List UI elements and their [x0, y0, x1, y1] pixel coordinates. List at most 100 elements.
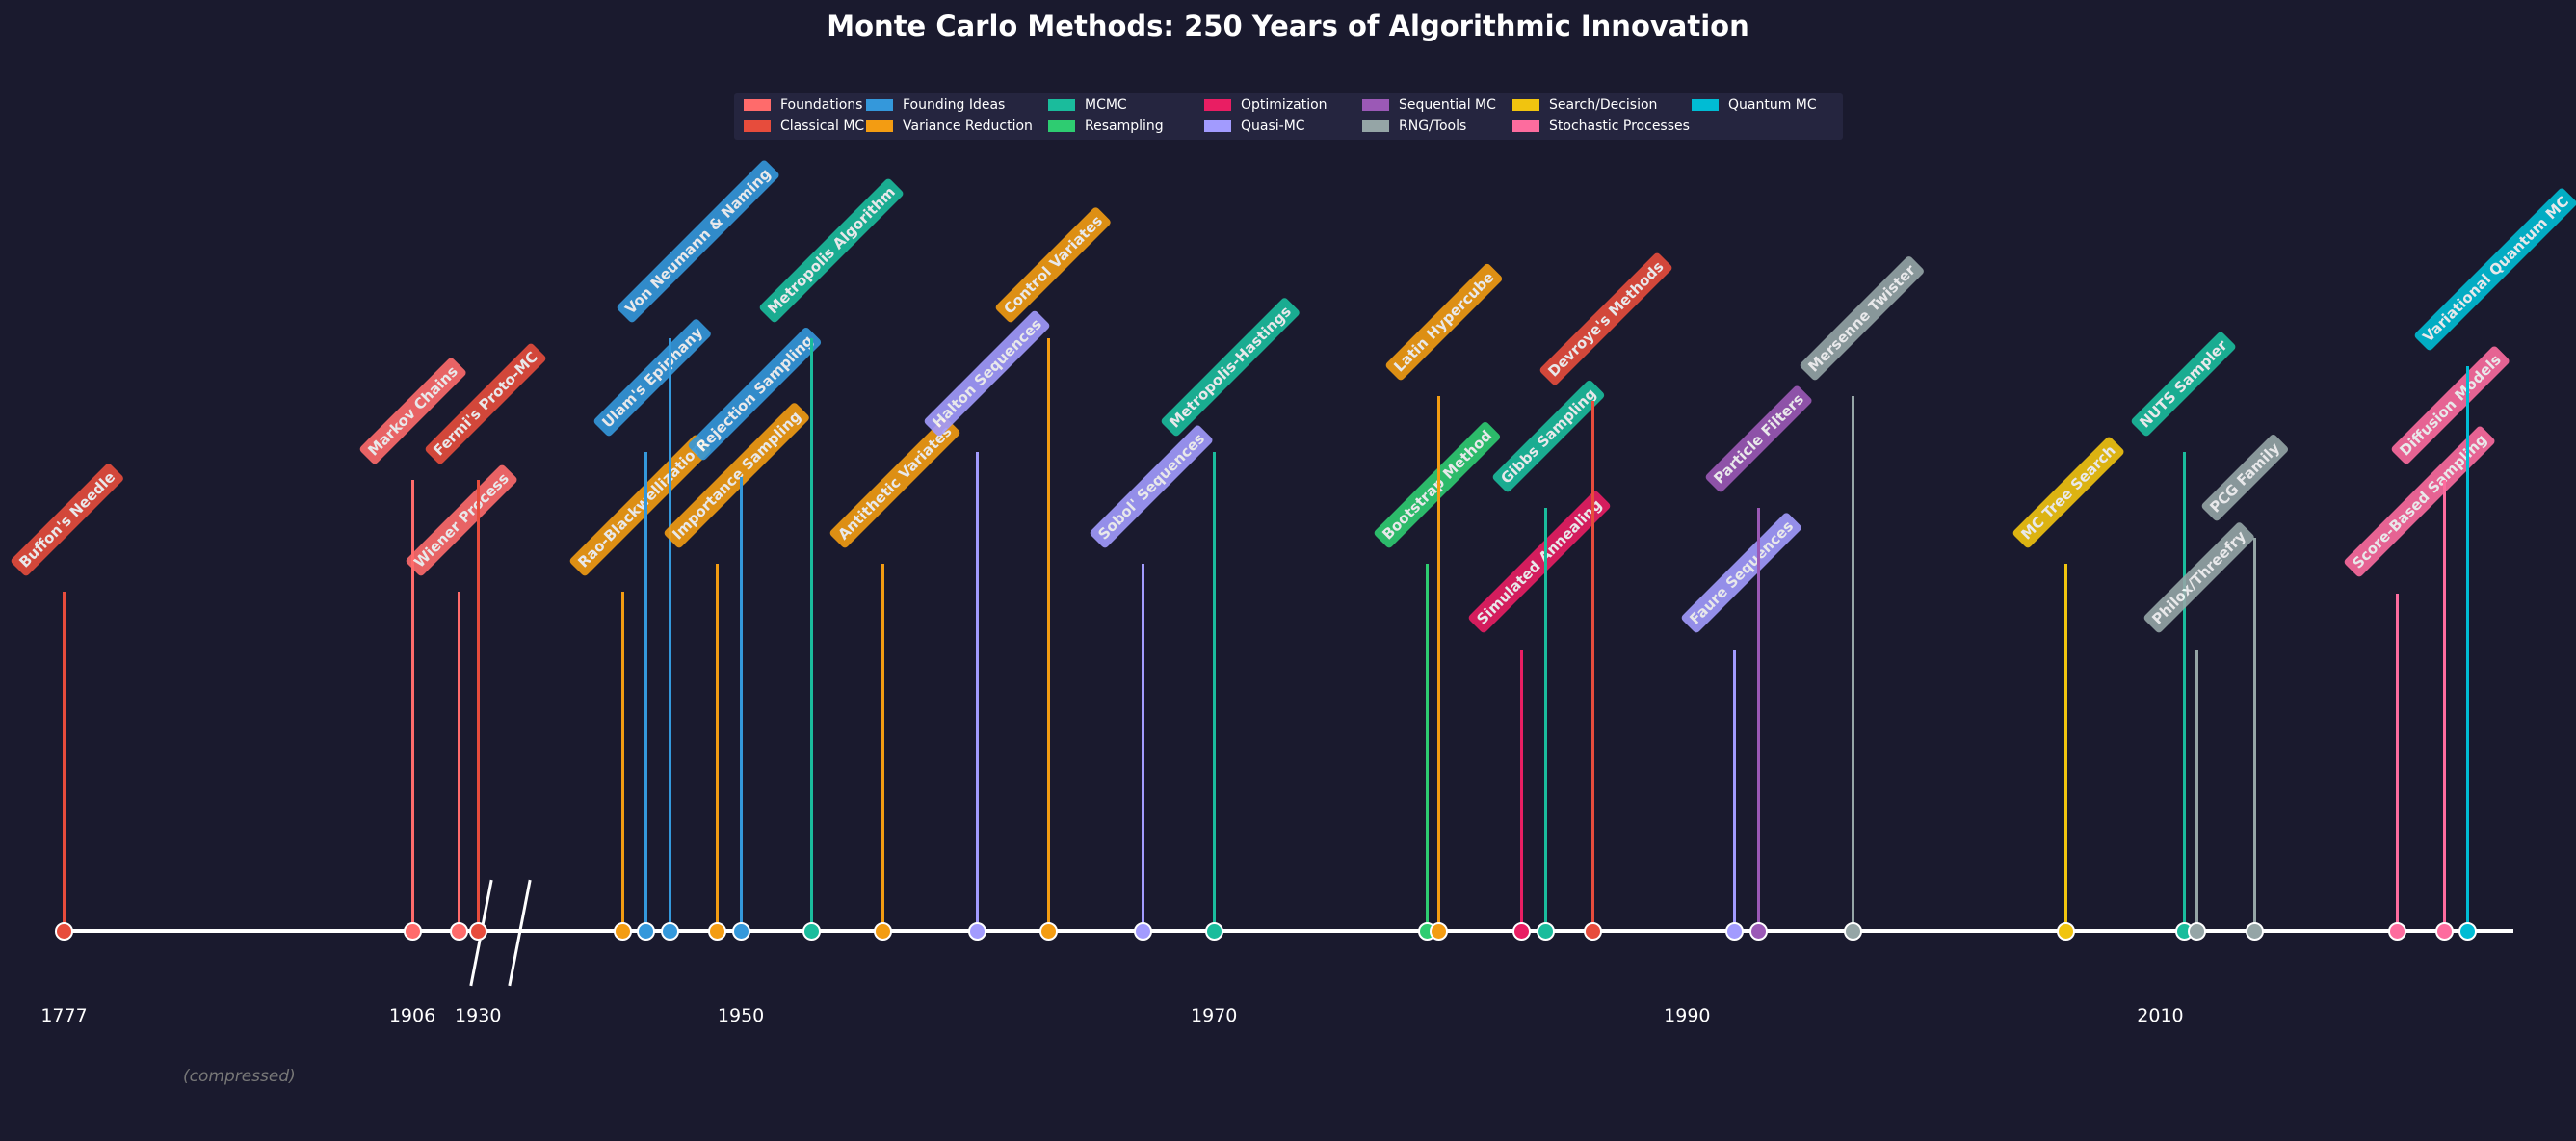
- event-marker[interactable]: [1134, 922, 1153, 942]
- event-stem: [1436, 395, 1440, 932]
- event-marker[interactable]: [802, 922, 822, 942]
- legend-swatch: [1362, 99, 1389, 111]
- legend-swatch: [866, 120, 893, 132]
- legend-item: Classical MC: [744, 119, 864, 134]
- event-stem: [2182, 451, 2186, 932]
- event-label: Ulam's Epiphany: [591, 317, 713, 438]
- event-marker[interactable]: [468, 922, 487, 942]
- event-marker[interactable]: [1536, 922, 1555, 942]
- event-marker[interactable]: [873, 922, 892, 942]
- compressed-note: (compressed): [183, 1067, 296, 1086]
- timeline-axis: [64, 929, 2513, 933]
- event-marker[interactable]: [2246, 922, 2265, 942]
- x-tick-label: 1906: [388, 1005, 436, 1026]
- event-label: Metropolis-Hastings: [1160, 296, 1301, 438]
- event-marker[interactable]: [1843, 922, 1862, 942]
- event-label: Fermi's Proto-MC: [424, 341, 548, 465]
- event-label: Philox/Threefry: [2142, 521, 2256, 635]
- event-label: Antithetic Variates: [828, 415, 962, 549]
- event-stem: [1543, 507, 1547, 932]
- event-label: Wiener Process: [405, 463, 519, 577]
- legend-item: Search/Decision: [1512, 97, 1657, 113]
- event-label: Von Neumann & Naming: [616, 158, 781, 324]
- x-tick-label: 1990: [1664, 1005, 1711, 1026]
- legend-item: Optimization: [1204, 97, 1327, 113]
- legend-swatch: [1048, 99, 1075, 111]
- event-label: Gibbs Sampling: [1490, 378, 1606, 493]
- legend-item: Founding Ideas: [866, 97, 1005, 113]
- event-marker[interactable]: [731, 922, 750, 942]
- event-marker[interactable]: [637, 922, 656, 942]
- legend-item: Variance Reduction: [866, 119, 1033, 134]
- event-marker[interactable]: [449, 922, 468, 942]
- event-label: Halton Sequences: [923, 308, 1052, 438]
- event-label: Latin Hypercube: [1383, 261, 1504, 382]
- x-tick-label: 1777: [40, 1005, 88, 1026]
- legend-item: Quantum MC: [1692, 97, 1817, 113]
- event-marker[interactable]: [1204, 922, 1223, 942]
- event-marker[interactable]: [708, 922, 727, 942]
- legend-swatch: [1362, 120, 1389, 132]
- x-tick-label: 1970: [1191, 1005, 1238, 1026]
- event-stem: [1590, 401, 1594, 932]
- event-marker[interactable]: [2056, 922, 2075, 942]
- legend-label: Quantum MC: [1728, 97, 1817, 113]
- event-label: Devroye's Methods: [1538, 251, 1673, 386]
- event-stem: [476, 479, 480, 932]
- event-marker[interactable]: [55, 922, 73, 942]
- event-marker[interactable]: [613, 922, 632, 942]
- event-stem: [1756, 507, 1760, 932]
- event-stem: [716, 563, 720, 932]
- event-label: Diffusion Models: [2389, 344, 2511, 465]
- legend-swatch: [866, 99, 893, 111]
- legend-label: Quasi-MC: [1241, 119, 1305, 134]
- event-stem: [2063, 563, 2067, 932]
- legend-swatch: [744, 99, 771, 111]
- event-marker[interactable]: [403, 922, 422, 942]
- legend-label: Optimization: [1241, 97, 1327, 113]
- event-marker[interactable]: [660, 922, 679, 942]
- x-tick-label: 1930: [455, 1005, 502, 1026]
- event-label: MC Tree Search: [2011, 435, 2125, 549]
- event-marker[interactable]: [2387, 922, 2406, 942]
- event-marker[interactable]: [2188, 922, 2207, 942]
- event-marker[interactable]: [1583, 922, 1602, 942]
- event-stem: [1425, 563, 1429, 932]
- legend-swatch: [1204, 99, 1231, 111]
- event-stem: [1046, 338, 1050, 932]
- event-marker[interactable]: [968, 922, 987, 942]
- legend-swatch: [1512, 120, 1539, 132]
- event-marker[interactable]: [2434, 922, 2454, 942]
- event-stem: [620, 591, 624, 932]
- event-marker[interactable]: [2458, 922, 2478, 942]
- legend-label: Variance Reduction: [903, 119, 1033, 134]
- event-label: Mersenne Twister: [1799, 254, 1926, 382]
- event-stem: [881, 563, 884, 932]
- event-label: Sobol' Sequences: [1089, 423, 1215, 549]
- event-marker[interactable]: [1429, 922, 1448, 942]
- legend-label: Sequential MC: [1399, 97, 1496, 113]
- event-stem: [410, 479, 414, 932]
- legend-item: RNG/Tools: [1362, 119, 1466, 134]
- legend-swatch: [1204, 120, 1231, 132]
- event-marker[interactable]: [1748, 922, 1768, 942]
- event-label: Control Variates: [994, 205, 1113, 324]
- event-marker[interactable]: [1511, 922, 1531, 942]
- event-label: Simulated Annealing: [1467, 490, 1613, 635]
- legend-swatch: [1692, 99, 1719, 111]
- event-stem: [739, 476, 743, 932]
- event-stem: [1142, 563, 1145, 932]
- event-marker[interactable]: [1724, 922, 1744, 942]
- legend-label: Search/Decision: [1549, 97, 1658, 113]
- event-stem: [1519, 649, 1523, 932]
- chart-title: Monte Carlo Methods: 250 Years of Algori…: [827, 10, 1749, 42]
- legend-swatch: [1048, 120, 1075, 132]
- legend-label: Foundations: [780, 97, 863, 113]
- event-marker[interactable]: [1038, 922, 1058, 942]
- legend-swatch: [1512, 99, 1539, 111]
- event-label: Variational Quantum MC: [2413, 186, 2576, 352]
- legend-swatch: [744, 120, 771, 132]
- event-stem: [976, 451, 980, 932]
- event-label: PCG Family: [2200, 433, 2290, 523]
- event-label: Buffon's Needle: [10, 462, 125, 577]
